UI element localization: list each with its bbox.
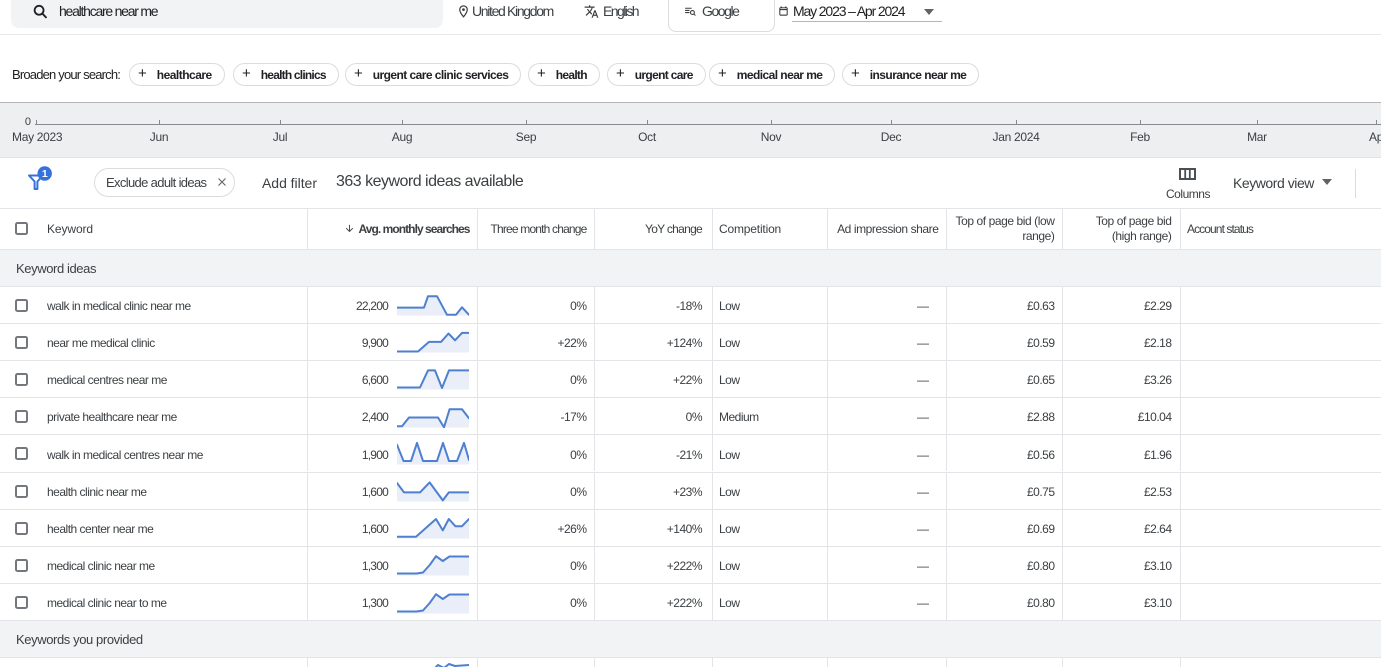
svg-text:1: 1	[42, 168, 48, 180]
